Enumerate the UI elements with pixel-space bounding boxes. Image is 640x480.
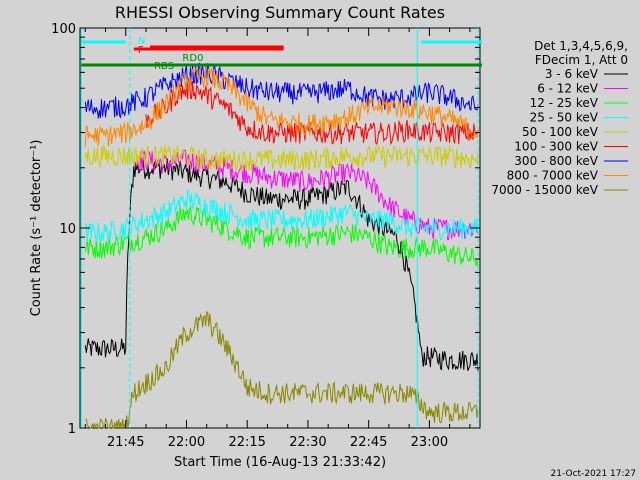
date-stamp: 21-Oct-2021 17:27	[551, 469, 636, 479]
legend-entry-label: 50 - 100 keV	[522, 125, 599, 139]
x-tick-label: 21:45	[107, 435, 144, 450]
chart-title: RHESSI Observing Summary Count Rates	[115, 3, 445, 22]
legend-header-line-1: Det 1,3,4,5,6,9,	[534, 39, 628, 53]
y-tick-label: 1	[68, 422, 76, 437]
legend-entry-label: 100 - 300 keV	[514, 140, 598, 154]
legend-entry-label: 800 - 7000 keV	[507, 169, 599, 183]
x-tick-label: 22:00	[168, 435, 205, 450]
x-tick-label: 23:00	[411, 435, 448, 450]
annotation-flare-label: F	[138, 45, 144, 56]
series-line-3	[84, 206, 479, 267]
x-axis-label: Start Time (16-Aug-13 21:33:42)	[174, 455, 386, 470]
legend-entry-label: 12 - 25 keV	[530, 96, 599, 110]
legend-entry-label: 7000 - 15000 keV	[491, 183, 598, 197]
annotation-night-label: N	[138, 36, 145, 47]
legend: Det 1,3,4,5,6,9, FDecim 1, Att 0 3 - 6 k…	[491, 39, 628, 197]
y-axis-label: Count Rate (s⁻¹ detector⁻¹)	[29, 140, 44, 317]
series-line-6	[145, 79, 479, 146]
y-tick-label: 100	[51, 22, 76, 37]
axis-ticks: 21:45 22:00 22:15 22:30 22:45 23:00 1 10 100	[51, 22, 480, 450]
series-line-1	[84, 158, 479, 371]
legend-entry-label: 6 - 12 keV	[537, 82, 599, 96]
annotation-saa-label: RBS	[154, 61, 174, 72]
x-tick-label: 22:30	[289, 435, 326, 450]
legend-header-line-2: FDecim 1, Att 0	[535, 53, 628, 67]
y-tick-label: 10	[59, 222, 76, 237]
x-tick-label: 22:45	[350, 435, 387, 450]
annotation-rd-label: RD0	[182, 53, 203, 64]
legend-entry-label: 3 - 6 keV	[545, 67, 599, 81]
series-line-9	[85, 311, 479, 429]
legend-entry-label: 300 - 800 keV	[514, 154, 598, 168]
legend-entry-label: 25 - 50 keV	[530, 111, 599, 125]
series-line-8	[84, 65, 479, 147]
series-line-5	[84, 143, 479, 172]
series-line-4	[84, 189, 479, 243]
series-line-2	[133, 149, 479, 241]
x-tick-label: 22:15	[228, 435, 265, 450]
series-line-7	[84, 62, 479, 119]
